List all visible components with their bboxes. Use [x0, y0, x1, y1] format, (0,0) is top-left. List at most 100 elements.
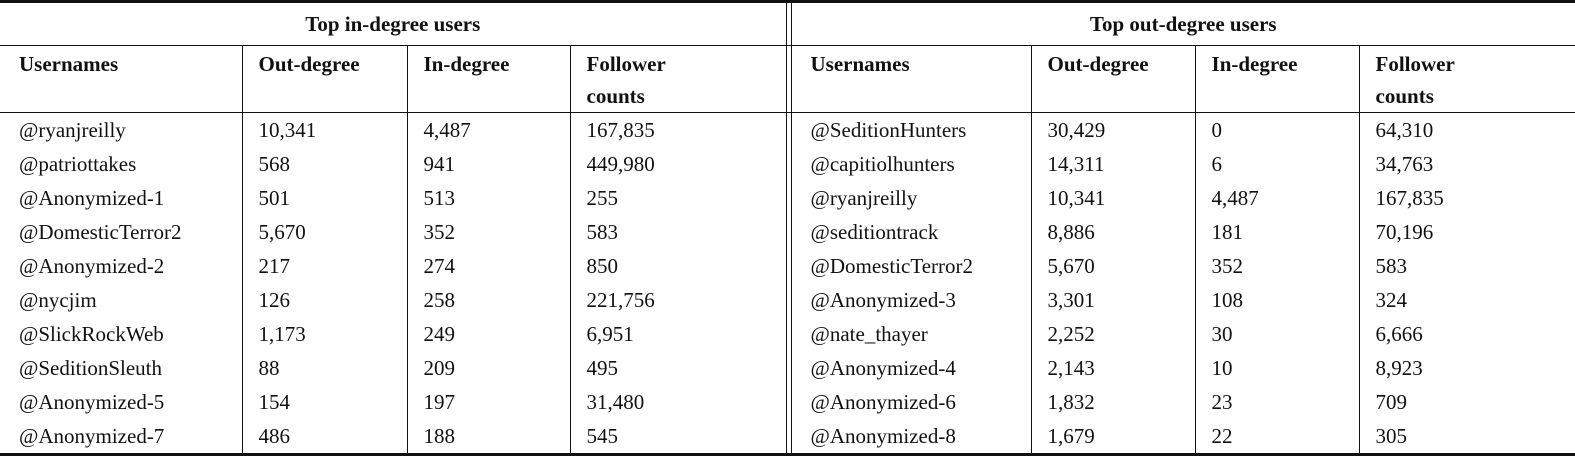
left-header-out-degree: Out-degree	[241, 45, 407, 113]
column-header-row: Usernames Out-degree In-degree Follower cou…	[0, 45, 1575, 113]
right-header-username: Usernames	[791, 45, 1032, 113]
left-cell-username: @Anonymized-5	[19, 390, 165, 414]
left-cell-username: @patriottakes	[19, 152, 137, 176]
left-cell-follower-count: 31,480	[569, 385, 787, 419]
double-rule-divider	[785, 283, 792, 317]
left-cell-out-degree: 568	[241, 147, 407, 181]
right-cell-in-degree: 30	[1194, 317, 1360, 351]
table-row: @Anonymized-1 501 513 255 @ryanjreilly 10,341…	[0, 181, 1575, 215]
left-cell-follower-count: 6,951	[569, 317, 787, 351]
left-cell-follower-count: 167,835	[569, 112, 787, 147]
right-cell-username: @Anonymized-3	[810, 288, 956, 312]
right-cell-follower-count: 709	[1358, 385, 1575, 419]
table-row: @nycjim 126 258 221,756 @Anonymized-3 3,301 10…	[0, 283, 1575, 317]
table-row: @ryanjreilly 10,341 4,487 167,835 @SeditionH…	[0, 112, 1575, 147]
left-cell-in-degree: 197	[406, 385, 570, 419]
left-cell-in-degree: 188	[406, 419, 570, 455]
right-cell-out-degree: 5,670	[1030, 249, 1196, 283]
right-cell-in-degree: 23	[1194, 385, 1360, 419]
table-row: @Anonymized-5 154 197 31,480 @Anonymized-6 1,…	[0, 385, 1575, 419]
right-cell-username: @Anonymized-6	[810, 390, 956, 414]
left-cell-out-degree: 10,341	[241, 112, 407, 147]
right-cell-out-degree: 8,886	[1030, 215, 1196, 249]
left-cell-follower-count: 255	[569, 181, 787, 215]
left-cell-follower-count: 221,756	[569, 283, 787, 317]
right-cell-out-degree: 2,143	[1030, 351, 1196, 385]
right-cell-follower-count: 305	[1358, 419, 1575, 455]
left-cell-in-degree: 352	[406, 215, 570, 249]
right-cell-follower-count: 34,763	[1358, 147, 1575, 181]
top-in-degree-title: Top in-degree users	[0, 1, 787, 46]
right-header-follower-count: Follower counts	[1358, 45, 1575, 113]
right-cell-username: @seditiontrack	[810, 220, 939, 244]
right-cell-follower-count: 324	[1358, 283, 1575, 317]
left-cell-in-degree: 209	[406, 351, 570, 385]
left-cell-in-degree: 258	[406, 283, 570, 317]
right-header-out-degree: Out-degree	[1030, 45, 1196, 113]
right-cell-username: @DomesticTerror2	[810, 254, 973, 278]
right-cell-in-degree: 108	[1194, 283, 1360, 317]
left-header-follower-count: Follower counts	[569, 45, 787, 113]
left-cell-follower-count: 850	[569, 249, 787, 283]
right-cell-follower-count: 167,835	[1358, 181, 1575, 215]
double-rule-divider	[785, 385, 792, 419]
table-row: @SeditionSleuth 88 209 495 @Anonymized-4 2,14…	[0, 351, 1575, 385]
double-rule-divider	[785, 317, 792, 351]
right-cell-out-degree: 2,252	[1030, 317, 1196, 351]
right-cell-follower-count: 70,196	[1358, 215, 1575, 249]
left-cell-out-degree: 154	[241, 385, 407, 419]
double-rule-divider	[785, 419, 792, 455]
left-cell-follower-count: 495	[569, 351, 787, 385]
right-cell-username: @SeditionHunters	[810, 118, 967, 142]
left-cell-out-degree: 88	[241, 351, 407, 385]
left-cell-in-degree: 4,487	[406, 112, 570, 147]
right-cell-in-degree: 6	[1194, 147, 1360, 181]
table-row: @patriottakes 568 941 449,980 @capitiolhunte…	[0, 147, 1575, 181]
right-cell-out-degree: 10,341	[1030, 181, 1196, 215]
double-rule-divider	[785, 45, 792, 113]
group-header-row: Top in-degree users Top out-degree users	[0, 1, 1575, 46]
left-cell-username: @DomesticTerror2	[19, 220, 182, 244]
right-cell-username: @capitiolhunters	[810, 152, 955, 176]
left-cell-username: @SeditionSleuth	[19, 356, 163, 380]
right-cell-in-degree: 22	[1194, 419, 1360, 455]
double-rule-divider	[785, 147, 792, 181]
right-cell-out-degree: 1,832	[1030, 385, 1196, 419]
right-cell-username: @Anonymized-4	[810, 356, 956, 380]
left-cell-out-degree: 5,670	[241, 215, 407, 249]
right-cell-out-degree: 14,311	[1030, 147, 1196, 181]
left-cell-follower-count: 545	[569, 419, 787, 455]
table-row: @Anonymized-7 486 188 545 @Anonymized-8 1,679…	[0, 419, 1575, 455]
double-rule-divider	[785, 181, 792, 215]
left-cell-out-degree: 217	[241, 249, 407, 283]
left-header-username: Usernames	[0, 45, 242, 113]
table-row: @Anonymized-2 217 274 850 @DomesticTerror2 5,…	[0, 249, 1575, 283]
double-rule-divider	[785, 112, 792, 147]
right-cell-out-degree: 1,679	[1030, 419, 1196, 455]
right-cell-in-degree: 0	[1194, 112, 1360, 147]
left-cell-out-degree: 126	[241, 283, 407, 317]
left-cell-username: @SlickRockWeb	[19, 322, 164, 346]
left-header-in-degree: In-degree	[406, 45, 570, 113]
left-cell-in-degree: 941	[406, 147, 570, 181]
right-header-in-degree: In-degree	[1194, 45, 1360, 113]
right-cell-username: @Anonymized-8	[810, 424, 956, 448]
double-rule-divider	[785, 351, 792, 385]
double-rule-divider	[785, 1, 792, 46]
left-cell-username: @Anonymized-7	[19, 424, 165, 448]
right-cell-in-degree: 4,487	[1194, 181, 1360, 215]
left-cell-username: @nycjim	[19, 288, 97, 312]
right-cell-follower-count: 6,666	[1358, 317, 1575, 351]
right-cell-in-degree: 352	[1194, 249, 1360, 283]
left-cell-username: @Anonymized-1	[19, 186, 165, 210]
right-cell-out-degree: 30,429	[1030, 112, 1196, 147]
left-cell-out-degree: 486	[241, 419, 407, 455]
right-cell-follower-count: 583	[1358, 249, 1575, 283]
left-cell-in-degree: 274	[406, 249, 570, 283]
left-cell-in-degree: 249	[406, 317, 570, 351]
left-cell-username: @ryanjreilly	[19, 118, 126, 142]
left-cell-in-degree: 513	[406, 181, 570, 215]
left-cell-out-degree: 1,173	[241, 317, 407, 351]
double-rule-divider	[785, 249, 792, 283]
